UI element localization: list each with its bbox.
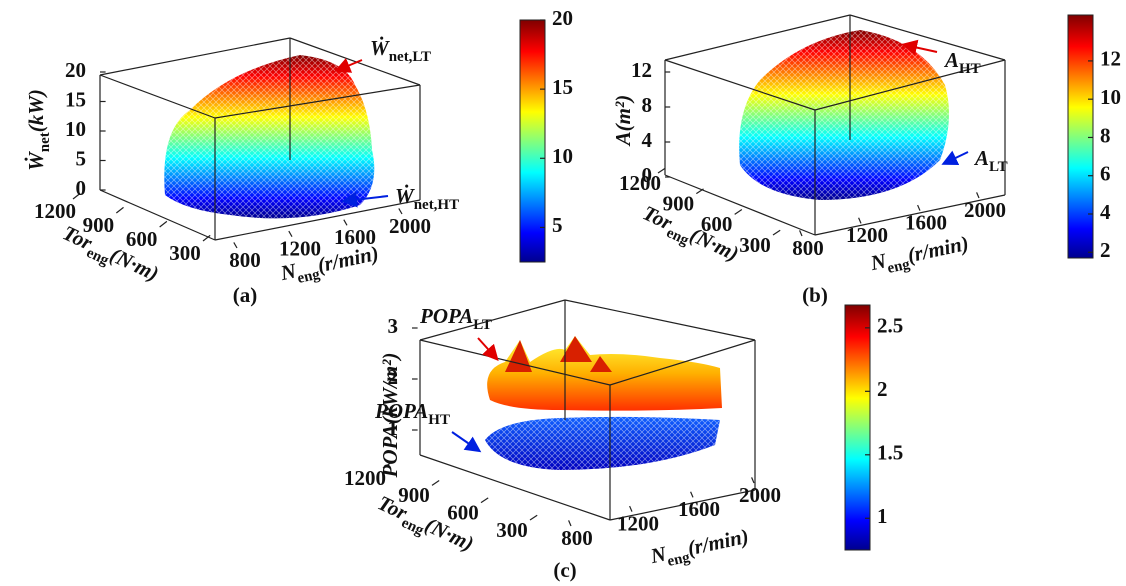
- z-tick-label: 15: [65, 87, 86, 111]
- y-tick: [116, 207, 123, 213]
- y-tick-label: 1200: [619, 171, 661, 195]
- y-tick-label: 1200: [34, 199, 76, 223]
- annotation: POPALT: [419, 304, 492, 334]
- colorbar-tick-label: 4: [1100, 200, 1111, 224]
- annotation: Ẇnet,HT: [395, 184, 459, 214]
- colorbar-tick-label: 15: [552, 75, 573, 99]
- label-subscript: eng: [399, 515, 427, 539]
- label-symbol: POPA: [374, 399, 428, 423]
- colorbar-tick-label: 1: [877, 504, 888, 528]
- y-tick: [773, 230, 780, 235]
- x-tick-label: 2000: [964, 198, 1006, 222]
- colorbar-tick-label: 12: [1100, 47, 1121, 71]
- annotation-arrow: [452, 432, 478, 450]
- label-symbol: POPA: [378, 424, 402, 478]
- colorbar-tick-label: 10: [552, 144, 573, 168]
- y-tick-label: 600: [126, 227, 158, 251]
- label-subscript: HT: [428, 412, 450, 428]
- label-subscript: eng: [664, 225, 692, 249]
- page: {"chart_data": [ {"type": "surface3d", "…: [0, 0, 1126, 586]
- colorbar-tick-label: 2.5: [877, 314, 903, 338]
- label-symbol: POPA: [419, 304, 473, 328]
- annotation: Ẇnet,LT: [370, 36, 431, 66]
- x-tick-label: 800: [561, 526, 593, 550]
- y-tick-label: 300: [169, 241, 201, 265]
- label-subscript: HT: [959, 61, 981, 77]
- y-tick: [530, 515, 537, 520]
- colorbar-tick-label: 2: [1100, 238, 1111, 262]
- box-edge: [565, 300, 755, 340]
- annotation-arrow: [478, 338, 496, 358]
- y-tick-label: 300: [496, 518, 528, 542]
- surface-mesh: [739, 30, 949, 200]
- label-unit: (r/min): [905, 231, 970, 267]
- surface-mesh: [164, 55, 374, 218]
- z-tick-label: 5: [76, 146, 87, 170]
- figure: 8001200160020003006009001200051015205101…: [0, 0, 1126, 586]
- y-tick: [735, 210, 742, 215]
- y-tick: [481, 498, 488, 503]
- z-tick-label: 0: [642, 163, 653, 187]
- x-tick-label: 1200: [617, 511, 659, 535]
- colorbar: [1068, 15, 1093, 258]
- z-tick-label: 20: [65, 58, 86, 82]
- x-axis-label: Neng(r/min): [647, 524, 751, 574]
- panel-label: (a): [233, 283, 258, 307]
- colorbar: [520, 20, 545, 262]
- annotation-arrow: [338, 60, 362, 70]
- label-symbol: Ẇ: [370, 36, 390, 60]
- label-subscript: net: [37, 132, 53, 152]
- label-symbol: Ẇ: [24, 151, 48, 171]
- colorbar-tick-label: 5: [552, 213, 563, 237]
- label-unit: (kW): [24, 89, 48, 132]
- colorbar-tick-label: 1.5: [877, 441, 903, 465]
- x-tick-label: 800: [792, 236, 824, 260]
- label-symbol: Ẇ: [395, 184, 415, 208]
- x-tick-label: 1600: [905, 210, 947, 234]
- z-tick-label: 0: [76, 176, 87, 200]
- label-symbol: A: [943, 48, 959, 72]
- colorbar-tick-label: 20: [552, 6, 573, 30]
- label-subscript: net,HT: [414, 197, 459, 213]
- annotation: ALT: [973, 146, 1008, 176]
- colorbar-tick-label: 6: [1100, 162, 1111, 186]
- panel-label: (c): [553, 558, 576, 582]
- annotation: AHT: [943, 48, 981, 78]
- colorbar-tick-label: 2: [877, 377, 888, 401]
- label-symbol: A: [611, 131, 635, 147]
- label-unit: (r/min): [685, 524, 750, 560]
- colorbar-tick-label: 8: [1100, 123, 1111, 147]
- label-subscript: LT: [473, 317, 492, 333]
- colorbar: [845, 305, 870, 550]
- z-tick-label: 4: [642, 128, 653, 152]
- z-tick-label: 10: [65, 117, 86, 141]
- y-tick: [160, 221, 167, 227]
- z-tick-label: 12: [631, 58, 652, 82]
- label-subscript: LT: [989, 159, 1008, 175]
- label-unit: (m²): [611, 95, 635, 132]
- label-unit: (r/min): [315, 241, 380, 277]
- y-tick: [432, 481, 439, 486]
- surface-mesh: [485, 417, 720, 470]
- z-tick-label: 3: [388, 314, 399, 338]
- label-subscript: net,LT: [389, 49, 431, 65]
- colorbar-tick-label: 10: [1100, 85, 1121, 109]
- x-tick-label: 2000: [739, 483, 781, 507]
- z-axis-label: Ẇnet(kW): [24, 89, 54, 171]
- annotation-arrow: [945, 152, 968, 163]
- z-tick-label: 8: [642, 93, 653, 117]
- y-tick-label: 300: [739, 233, 771, 257]
- z-axis-label: A(m²): [611, 95, 635, 148]
- box-edge: [100, 75, 215, 118]
- panel-label: (b): [802, 283, 828, 307]
- label-symbol: A: [973, 146, 989, 170]
- x-tick-label: 800: [229, 248, 261, 272]
- x-tick-label: 1600: [678, 497, 720, 521]
- x-tick-label: 2000: [389, 214, 431, 238]
- label-subscript: eng: [84, 245, 112, 269]
- x-tick-label: 1200: [279, 236, 321, 260]
- x-tick-label: 1200: [846, 223, 888, 247]
